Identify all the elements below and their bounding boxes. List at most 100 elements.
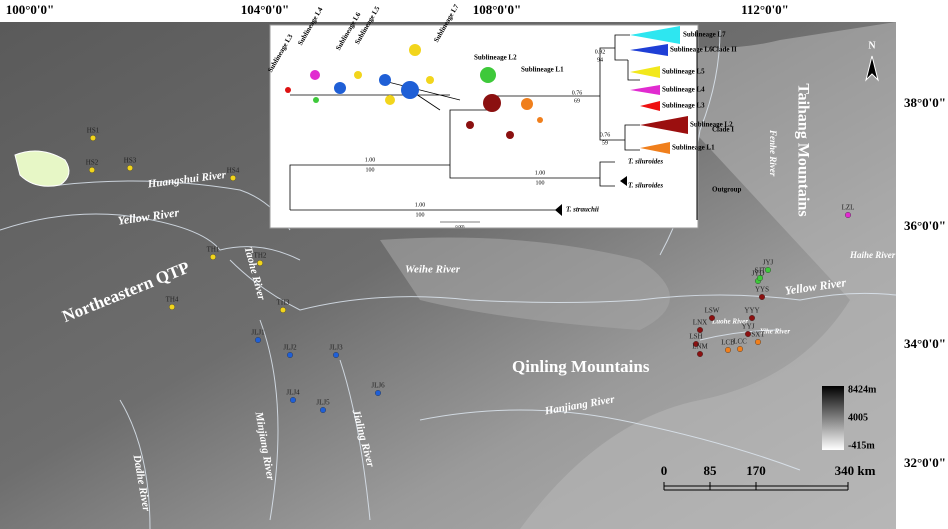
north-label: N [868,40,876,51]
site-label: LNM [692,343,708,351]
scale-bar [663,482,849,491]
site-point [257,260,264,267]
support-value: 1.00 [535,170,546,176]
site-point [320,407,327,414]
site-label: LNX [693,319,707,327]
site-label: TH3 [277,299,290,307]
region-label: Taihang Mountains [794,83,811,216]
lake [14,150,70,187]
grid-label: 36°0'0" [904,218,946,233]
site-label: HS2 [86,159,99,167]
site-point [757,275,764,282]
tip-label: Sublineage L5 [662,68,705,76]
site-label: TH4 [166,296,179,304]
tip-label: Sublineage L2 [690,121,733,129]
site-point [745,331,752,338]
site-point [88,166,95,173]
site-point [280,307,287,314]
river-label: Haihe River [849,250,896,260]
site-point [765,267,772,274]
site-label: JLJ4 [286,389,300,397]
elevation-label: -415m [848,440,875,451]
site-point [209,253,216,260]
elevation-bar [822,386,844,450]
support-value: 59 [602,140,608,146]
site-point [333,352,340,359]
scale-label: 85 [704,463,718,478]
site-point [755,339,762,346]
site-point [725,347,732,354]
sublineage-label: Sublineage L2 [474,54,517,62]
site-label: JYD [752,270,765,278]
support-value: 100 [366,167,375,173]
site-point [759,294,766,301]
site-label: HS1 [87,127,100,135]
site-point [89,134,96,141]
clade-label: Outgroup [712,186,742,194]
support-value: 0.92 [595,49,606,55]
river-label: Weihe River [405,264,461,276]
grid-label: 100°0'0" [6,2,55,17]
site-label: JLJ1 [251,329,265,337]
grid-label: 108°0'0" [473,2,522,17]
site-label: JLJ5 [316,399,330,407]
terrain-plain [520,22,896,529]
site-label: JYJ [763,259,774,267]
site-label: LZL [842,204,855,212]
tip-label: Sublineage L3 [662,102,705,110]
river-label: Luohe River [711,318,748,326]
site-label: SJT [755,267,767,275]
site-point [375,390,382,397]
grid-label: 104°0'0" [241,2,290,17]
clade-label: Clade II [712,46,737,54]
tip-label: T. siluroides [628,182,663,190]
grid-label: 34°0'0" [904,336,946,351]
site-label: TH2 [254,252,267,260]
site-point [229,174,236,181]
site-point [290,397,297,404]
support-value: 0.76 [600,132,611,138]
site-label: YYS [755,286,769,294]
support-value: 100 [416,212,425,218]
tip-label: T. siluroides [628,158,663,166]
tip-label: Sublineage L1 [672,144,715,152]
site-point [749,315,756,322]
scale-label: 0 [661,463,668,478]
site-label: LCC [733,338,747,346]
river-label: Yihe River [760,328,790,336]
site-label: LCB [721,339,735,347]
scale-label: 340 km [835,463,876,478]
tree-scale-label: 0.005 [456,224,465,229]
site-label: YYJ [742,323,755,331]
site-label: YYY [744,307,759,315]
site-point [693,341,700,348]
north-arrow [865,55,879,82]
site-point [168,304,175,311]
tip-label: Sublineage L4 [662,86,705,94]
site-point [845,211,852,218]
support-value: 1.00 [415,202,426,208]
support-value: 94 [597,57,603,63]
grid-label: 112°0'0" [741,2,789,17]
elevation-label: 4005 [848,412,868,423]
site-label: TH1 [207,246,220,254]
site-label: HS3 [124,157,137,165]
grid-label: 32°0'0" [904,455,946,470]
site-point [737,346,744,353]
grid-label: 38°0'0" [904,95,946,110]
site-point [709,315,716,322]
site-point [254,337,261,344]
tip-label: T. strauchii [566,206,599,214]
site-label: LSW [705,307,720,315]
site-point [697,351,704,358]
support-value: 0.76 [572,90,583,96]
sublineage-label: Sublineage L1 [521,66,564,74]
site-point [287,352,294,359]
site-label: HS4 [227,167,240,175]
site-label: SXT [751,331,765,339]
tip-label: Sublineage L7 [683,31,726,39]
site-point [697,327,704,334]
clade-label: Clade I [712,126,734,134]
scale-label: 170 [746,463,766,478]
